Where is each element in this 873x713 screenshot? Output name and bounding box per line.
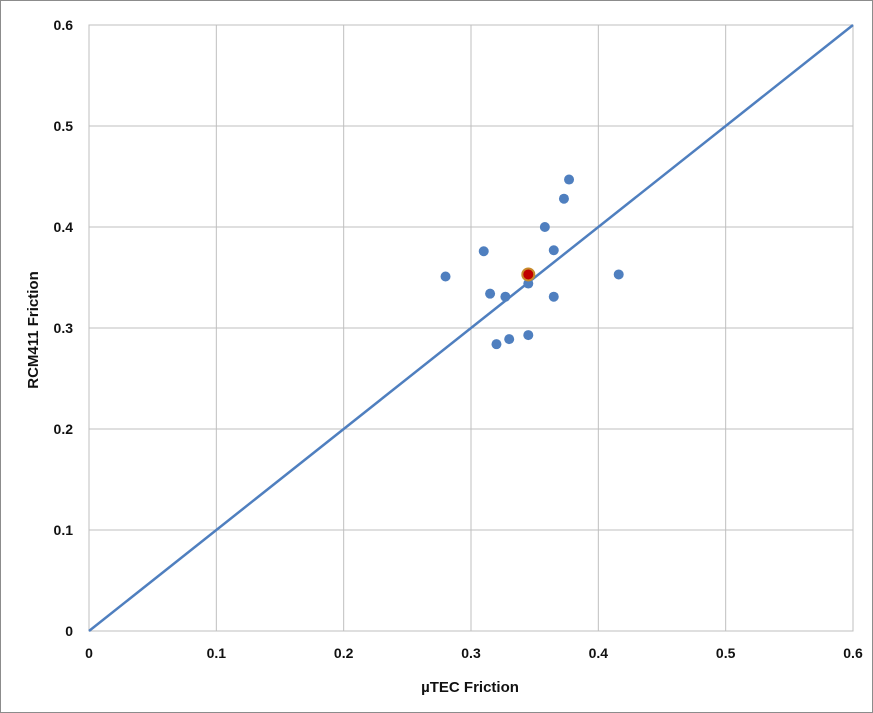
- y-tick-label: 0.2: [54, 421, 74, 437]
- data-point: [500, 291, 511, 302]
- data-point: [504, 334, 515, 345]
- y-tick-label: 0.4: [54, 219, 74, 235]
- data-point: [558, 193, 569, 204]
- data-point: [440, 271, 451, 282]
- y-tick-label: 0: [65, 623, 73, 639]
- highlight-point: [521, 267, 536, 282]
- x-axis-title: µTEC Friction: [421, 679, 519, 696]
- plot-area-border: [88, 24, 854, 632]
- data-point: [523, 330, 534, 341]
- data-point: [523, 278, 534, 289]
- y-tick-label: 0.6: [54, 17, 74, 33]
- y-axis-title: RCM411 Friction: [25, 271, 42, 389]
- x-tick-label: 0.3: [461, 645, 481, 661]
- data-point: [539, 222, 550, 232]
- reference-line: [88, 24, 854, 632]
- data-point: [548, 245, 559, 256]
- y-tick-label: 0.5: [54, 118, 74, 134]
- data-point: [485, 288, 496, 299]
- x-tick-label: 0.2: [334, 645, 354, 661]
- reference-line-group: [88, 24, 854, 632]
- y-tick-label: 0.3: [54, 320, 74, 336]
- data-point: [564, 174, 575, 185]
- data-point: [548, 291, 559, 302]
- x-tick-label: 0: [85, 645, 93, 661]
- data-point: [478, 246, 489, 257]
- x-tick-label: 0.5: [716, 645, 736, 661]
- data-point: [491, 339, 502, 350]
- x-tick-label: 0.6: [843, 645, 863, 661]
- y-tick-label: 0.1: [54, 522, 74, 538]
- data-point: [613, 269, 624, 280]
- x-tick-label: 0.1: [207, 645, 227, 661]
- y-tick-labels: 0 0.1 0.2 0.3 0.4 0.5 0.6: [54, 17, 74, 639]
- x-tick-label: 0.4: [589, 645, 609, 661]
- data-points: [440, 174, 624, 350]
- x-tick-labels: 0 0.1 0.2 0.3 0.4 0.5 0.6: [85, 645, 863, 661]
